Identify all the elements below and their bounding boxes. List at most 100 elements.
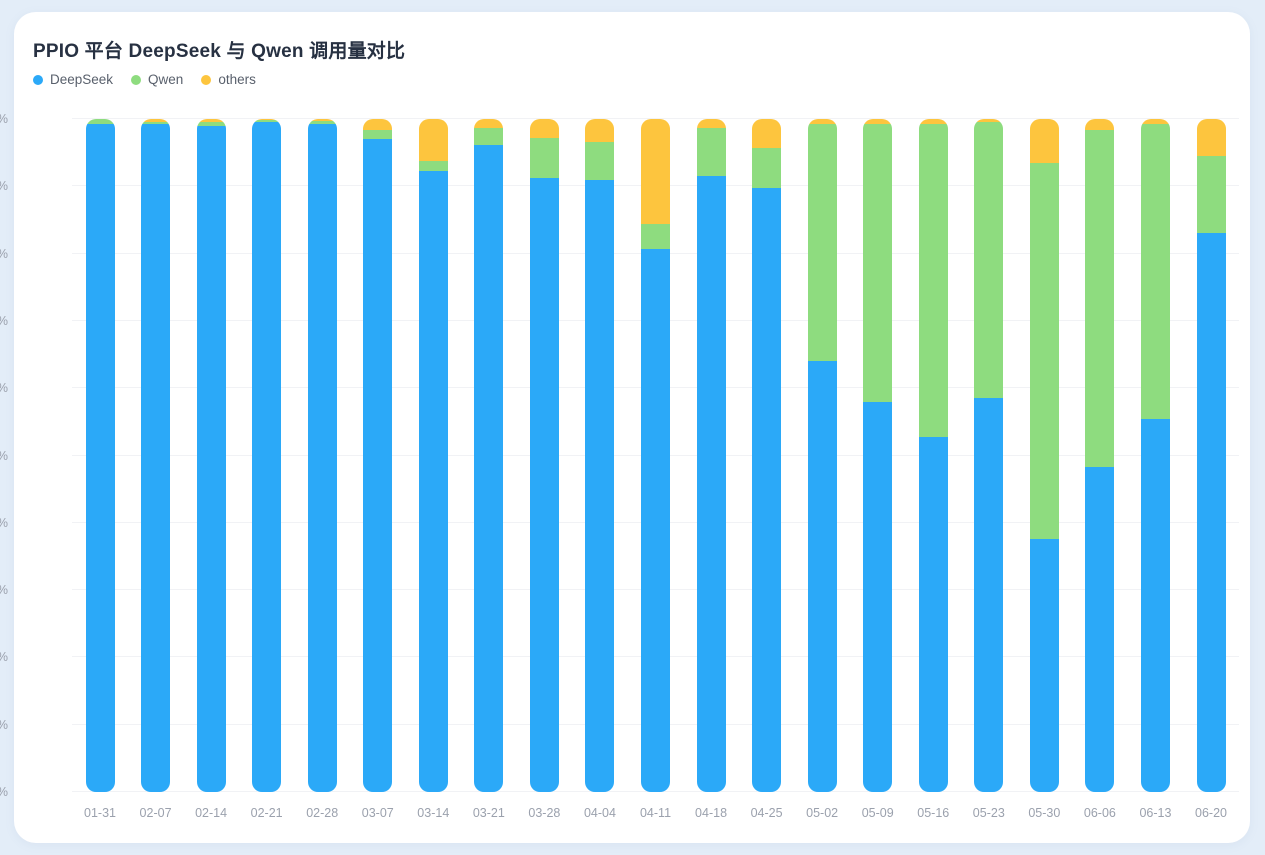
x-axis-label: 04-25 — [750, 806, 783, 820]
bar-segment-qwen[interactable] — [863, 123, 893, 402]
bar-segment-deepseek[interactable] — [85, 124, 115, 792]
bar-05-09 — [863, 119, 893, 792]
bar-04-04 — [585, 119, 615, 792]
legend-item-deepseek[interactable]: DeepSeek — [33, 72, 113, 87]
y-axis-label: 80% — [0, 247, 8, 261]
x-axis-label: 05-02 — [806, 806, 839, 820]
bar-segment-deepseek[interactable] — [474, 145, 504, 792]
bar-segment-deepseek[interactable] — [585, 180, 615, 792]
x-axis-label: 02-07 — [139, 806, 172, 820]
legend-item-others[interactable]: others — [201, 72, 256, 87]
bar-segment-deepseek[interactable] — [363, 139, 393, 792]
bar-stack — [1140, 119, 1170, 792]
bar-segment-qwen[interactable] — [474, 127, 504, 146]
bar-segment-deepseek[interactable] — [1140, 418, 1170, 792]
bar-segment-deepseek[interactable] — [641, 248, 670, 792]
bar-stack — [863, 119, 893, 792]
bar-segment-others[interactable] — [585, 119, 615, 142]
y-axis: 0% 10% 20% 30% 40% 50% 60% 70% 80% 90% 100% — [0, 112, 8, 799]
bar-segment-others[interactable] — [418, 119, 448, 161]
bars — [72, 119, 1239, 792]
y-axis-label: 0% — [0, 785, 8, 799]
bar-segment-others[interactable] — [363, 119, 393, 131]
bar-segment-others[interactable] — [1196, 119, 1226, 157]
bar-segment-qwen[interactable] — [918, 123, 948, 437]
bar-segment-others[interactable] — [1029, 119, 1059, 164]
bar-segment-qwen[interactable] — [807, 123, 837, 362]
bar-segment-deepseek[interactable] — [307, 123, 337, 792]
legend-item-qwen[interactable]: Qwen — [131, 72, 183, 87]
bar-segment-others[interactable] — [307, 119, 337, 122]
bar-stack — [974, 119, 1004, 792]
bar-segment-qwen[interactable] — [252, 120, 282, 122]
bar-segment-qwen[interactable] — [1029, 163, 1059, 539]
bar-segment-qwen[interactable] — [196, 121, 226, 126]
x-axis-label: 04-11 — [639, 806, 672, 820]
bar-segment-qwen[interactable] — [529, 137, 559, 178]
x-axis-label: 03-21 — [472, 806, 505, 820]
bar-02-07 — [141, 119, 171, 792]
bar-segment-others[interactable] — [641, 119, 670, 224]
bar-segment-deepseek[interactable] — [918, 436, 948, 792]
bar-segment-qwen[interactable] — [974, 122, 1004, 399]
bar-segment-deepseek[interactable] — [418, 170, 448, 792]
bar-stack — [196, 119, 226, 792]
y-axis-label: 30% — [0, 583, 8, 597]
bar-segment-deepseek[interactable] — [141, 124, 171, 792]
bar-segment-deepseek[interactable] — [974, 398, 1004, 792]
bar-segment-deepseek[interactable] — [696, 176, 726, 792]
bar-segment-others[interactable] — [807, 119, 837, 124]
bar-stack — [752, 119, 782, 792]
x-axis-label: 05-09 — [861, 806, 894, 820]
bar-segment-others[interactable] — [974, 119, 1004, 123]
bar-segment-qwen[interactable] — [641, 224, 670, 249]
bar-segment-others[interactable] — [918, 119, 948, 124]
bar-stack — [252, 119, 282, 792]
legend-label: DeepSeek — [50, 72, 114, 87]
x-axis-label: 06-06 — [1083, 806, 1116, 820]
bar-segment-qwen[interactable] — [585, 141, 615, 181]
bar-segment-deepseek[interactable] — [529, 177, 559, 792]
x-axis-label: 05-16 — [917, 806, 950, 820]
bar-segment-qwen[interactable] — [696, 128, 726, 177]
bar-segment-deepseek[interactable] — [1196, 233, 1226, 792]
legend-label: Qwen — [148, 72, 184, 87]
bar-segment-qwen[interactable] — [1196, 156, 1226, 234]
bar-segment-qwen[interactable] — [363, 130, 393, 140]
bar-segment-others[interactable] — [752, 119, 782, 148]
bar-segment-qwen[interactable] — [752, 147, 782, 188]
bar-segment-others[interactable] — [1085, 119, 1115, 131]
y-axis-label: 20% — [0, 650, 8, 664]
bar-segment-deepseek[interactable] — [807, 361, 837, 792]
bar-segment-others[interactable] — [863, 119, 893, 124]
bar-01-31 — [85, 119, 115, 792]
bar-segment-others[interactable] — [474, 119, 504, 128]
bar-06-06 — [1085, 119, 1115, 792]
bar-segment-qwen[interactable] — [141, 121, 171, 125]
bar-segment-deepseek[interactable] — [863, 401, 893, 792]
bar-segment-qwen[interactable] — [85, 119, 115, 125]
bar-segment-deepseek[interactable] — [1085, 466, 1115, 792]
bar-segment-others[interactable] — [196, 119, 226, 122]
bar-segment-deepseek[interactable] — [1029, 538, 1059, 792]
bar-segment-others[interactable] — [696, 119, 726, 129]
bar-segment-qwen[interactable] — [307, 121, 337, 124]
bar-segment-deepseek[interactable] — [752, 187, 782, 792]
bar-segment-deepseek[interactable] — [196, 125, 226, 792]
bar-segment-qwen[interactable] — [1140, 123, 1170, 419]
bar-segment-qwen[interactable] — [418, 160, 448, 171]
chart-card: PPIO 平台 DeepSeek 与 Qwen 调用量对比 DeepSeek Q… — [0, 12, 1250, 843]
y-axis-label: 90% — [0, 179, 8, 193]
bar-segment-others[interactable] — [1140, 119, 1170, 124]
x-axis-label: 04-18 — [695, 806, 728, 820]
legend-swatch-others-icon — [201, 74, 212, 85]
bar-segment-others[interactable] — [252, 119, 282, 121]
bar-05-16 — [918, 119, 948, 792]
bar-segment-others[interactable] — [529, 119, 559, 138]
bar-segment-qwen[interactable] — [1085, 130, 1115, 467]
bar-stack — [474, 119, 504, 792]
bar-segment-others[interactable] — [141, 119, 171, 122]
bar-segment-deepseek[interactable] — [252, 121, 282, 792]
gridline — [72, 118, 1239, 119]
bar-04-18 — [696, 119, 726, 792]
